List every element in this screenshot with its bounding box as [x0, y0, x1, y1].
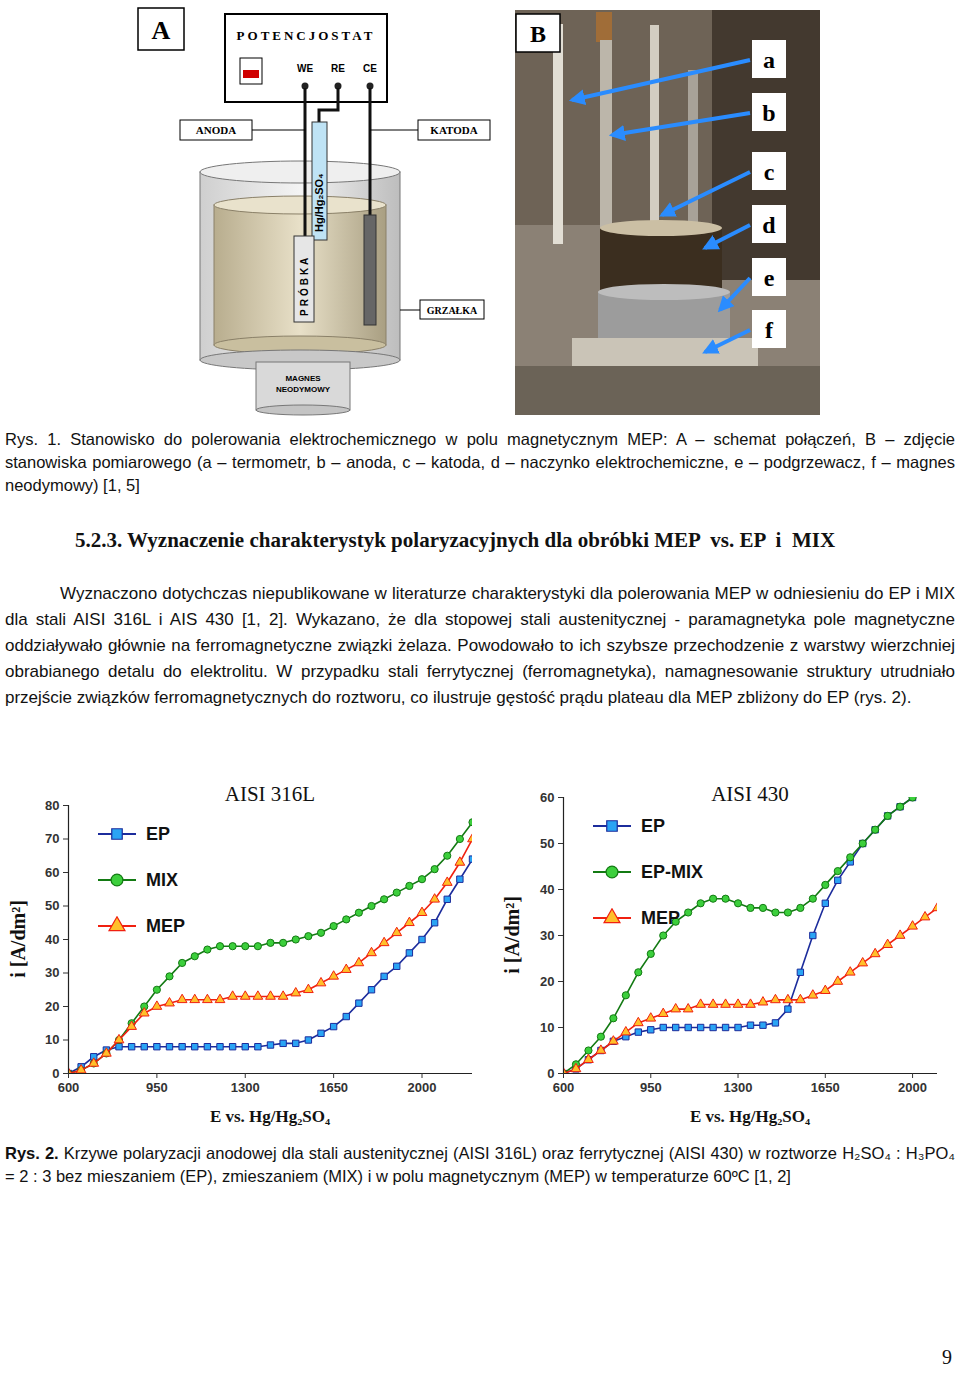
- svg-text:c: c: [764, 159, 775, 185]
- svg-text:1300: 1300: [231, 1080, 260, 1095]
- svg-text:a: a: [763, 47, 775, 73]
- html-text:Wyznaczono dotychczas niepubli: Wyznaczono dotychczas niepublikowane w l…: [5, 584, 955, 707]
- svg-text:2000: 2000: [898, 1080, 927, 1095]
- svg-text:A: A: [152, 16, 171, 45]
- svg-text:10: 10: [540, 1020, 554, 1035]
- svg-text:600: 600: [553, 1080, 575, 1095]
- svg-text:30: 30: [540, 928, 554, 943]
- svg-text:B: B: [530, 21, 546, 47]
- html-text:AISI 430: AISI 430: [711, 782, 789, 806]
- svg-text:80: 80: [45, 798, 59, 813]
- html-text:EP: EP: [146, 823, 170, 844]
- svg-text:GRZAŁKA: GRZAŁKA: [427, 305, 478, 316]
- html-text:i [A/dm²]: i [A/dm²]: [500, 896, 523, 974]
- svg-text:50: 50: [540, 836, 554, 851]
- svg-text:50: 50: [45, 898, 59, 913]
- html-text:AISI 316L: AISI 316L: [224, 782, 316, 806]
- svg-text:PRÓBKA: PRÓBKA: [298, 255, 310, 316]
- svg-text:KATODA: KATODA: [430, 124, 477, 136]
- svg-text:0: 0: [547, 1066, 554, 1081]
- svg-text:NEODYMOWY: NEODYMOWY: [276, 385, 331, 394]
- svg-text:20: 20: [540, 974, 554, 989]
- svg-text:2000: 2000: [408, 1080, 437, 1095]
- svg-text:60: 60: [45, 865, 59, 880]
- svg-text:950: 950: [640, 1080, 662, 1095]
- svg-text:70: 70: [45, 831, 59, 846]
- html-text:Rys. 2. Krzywe polaryzacji ano: Rys. 2. Krzywe polaryzacji anodowej dla …: [5, 1144, 955, 1185]
- svg-text:30: 30: [45, 965, 59, 980]
- svg-text:b: b: [762, 100, 775, 126]
- svg-text:20: 20: [45, 999, 59, 1014]
- svg-text:e: e: [764, 265, 775, 291]
- svg-text:f: f: [765, 317, 774, 343]
- svg-text:0: 0: [52, 1066, 59, 1081]
- svg-text:600: 600: [58, 1080, 80, 1095]
- svg-text:1650: 1650: [811, 1080, 840, 1095]
- svg-text:CE: CE: [363, 63, 377, 74]
- html-text:MEP: MEP: [641, 907, 680, 928]
- svg-text:40: 40: [540, 882, 554, 897]
- html-text:MEP: MEP: [146, 915, 185, 936]
- html-text:MIX: MIX: [146, 869, 178, 890]
- html-text:E vs. Hg/Hg₂SO₄: E vs. Hg/Hg₂SO₄: [209, 1107, 331, 1126]
- html-text:EP: EP: [641, 815, 665, 836]
- html-text:EP-MIX: EP-MIX: [641, 861, 703, 882]
- svg-text:950: 950: [146, 1080, 168, 1095]
- svg-text:10: 10: [45, 1032, 59, 1047]
- svg-text:1300: 1300: [724, 1080, 753, 1095]
- svg-text:Hg/Hg₂SO₄: Hg/Hg₂SO₄: [313, 174, 325, 232]
- svg-text:60: 60: [540, 790, 554, 805]
- html-text:9: 9: [942, 1346, 952, 1368]
- html-text:E vs. Hg/Hg₂SO₄: E vs. Hg/Hg₂SO₄: [689, 1107, 811, 1126]
- svg-text:MAGNES: MAGNES: [285, 374, 321, 383]
- html-text:Rys. 1. Stanowisko do polerowa: Rys. 1. Stanowisko do polerowania elektr…: [5, 430, 955, 494]
- svg-text:POTENCJOSTAT: POTENCJOSTAT: [237, 28, 376, 43]
- svg-text:WE: WE: [297, 63, 313, 74]
- html-text:i [A/dm²]: i [A/dm²]: [6, 900, 29, 978]
- svg-text:d: d: [762, 212, 776, 238]
- html-text:5.2.3. Wyznaczenie charakterys: 5.2.3. Wyznaczenie charakterystyk polary…: [75, 528, 836, 552]
- svg-text:1650: 1650: [319, 1080, 348, 1095]
- svg-text:40: 40: [45, 932, 59, 947]
- svg-text:RE: RE: [331, 63, 345, 74]
- svg-text:ANODA: ANODA: [196, 124, 236, 136]
